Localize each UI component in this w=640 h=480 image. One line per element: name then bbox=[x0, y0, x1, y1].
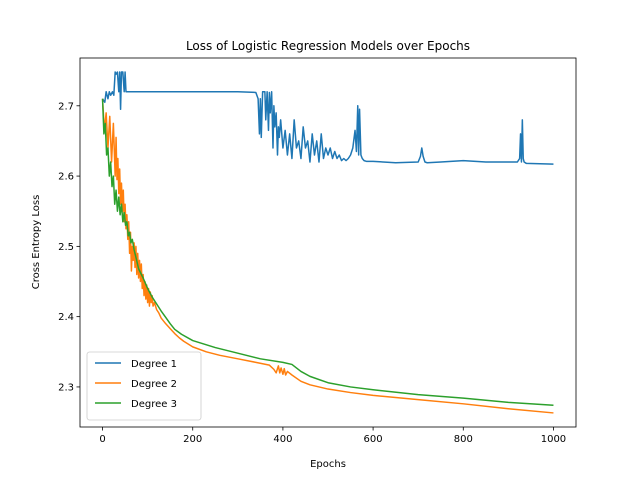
series-line-3 bbox=[101, 98, 554, 406]
y-tick-label: 2.5 bbox=[58, 242, 74, 253]
y-axis: 2.3 2.4 2.5 2.6 2.7 bbox=[58, 101, 80, 393]
axes-frame bbox=[79, 57, 577, 428]
series-line-1 bbox=[101, 71, 554, 165]
legend: Degree 1 Degree 2 Degree 3 bbox=[86, 351, 202, 421]
x-tick-label: 0 bbox=[99, 434, 105, 445]
y-tick-label: 2.7 bbox=[58, 101, 74, 112]
legend-label-1: Degree 1 bbox=[131, 359, 177, 370]
plot-area bbox=[79, 57, 577, 428]
y-tick-label: 2.6 bbox=[58, 172, 74, 183]
series-line-2 bbox=[101, 98, 554, 414]
x-tick-label: 600 bbox=[364, 434, 383, 445]
legend-label-3: Degree 3 bbox=[131, 399, 177, 410]
x-tick-label: 1000 bbox=[541, 434, 566, 445]
y-tick-label: 2.4 bbox=[58, 312, 74, 323]
y-tick-label: 2.3 bbox=[58, 382, 74, 393]
legend-label-2: Degree 2 bbox=[131, 379, 177, 390]
y-axis-title: Cross Entropy Loss bbox=[31, 195, 42, 290]
x-axis: 0 200 400 600 800 1000 bbox=[99, 427, 566, 445]
x-axis-title: Epochs bbox=[310, 459, 346, 470]
x-tick-label: 800 bbox=[454, 434, 473, 445]
series-layer bbox=[101, 71, 554, 414]
chart-title: Loss of Logistic Regression Models over … bbox=[186, 39, 470, 53]
x-tick-label: 200 bbox=[183, 434, 202, 445]
x-tick-label: 400 bbox=[273, 434, 292, 445]
